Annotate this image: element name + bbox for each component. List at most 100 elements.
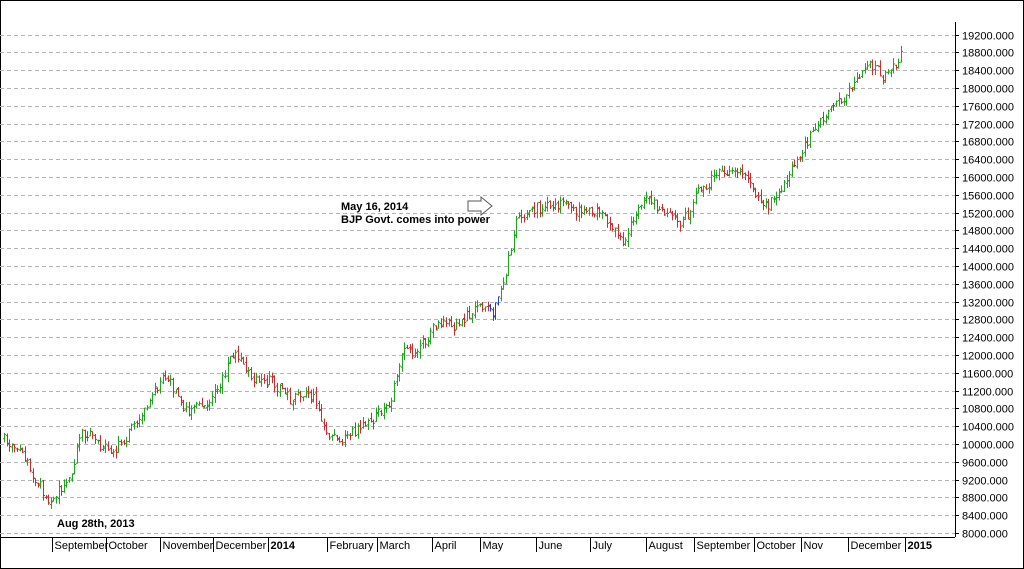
- ohlc-bar: [585, 206, 588, 214]
- y-tick-label: 8400.000: [962, 511, 1008, 523]
- ohlc-bar: [146, 405, 149, 411]
- ohlc-bar: [182, 399, 185, 412]
- ohlc-bar: [520, 209, 523, 224]
- ohlc-bar: [767, 198, 770, 215]
- ohlc-bar: [624, 237, 627, 246]
- ohlc-bar: [494, 302, 497, 320]
- ohlc-bar: [229, 355, 232, 364]
- ohlc-bar: [299, 390, 302, 403]
- ohlc-bar: [630, 216, 633, 237]
- ohlc-bar: [409, 344, 412, 353]
- ohlc-bar: [892, 58, 895, 74]
- ohlc-bar: [663, 208, 666, 216]
- ohlc-bar: [575, 206, 578, 221]
- ohlc-bar: [848, 82, 851, 99]
- ohlc-bar: [632, 216, 635, 226]
- ohlc-bar: [284, 387, 287, 395]
- ohlc-bar: [809, 130, 812, 148]
- x-tick-label: April: [435, 540, 457, 552]
- ohlc-bar: [432, 323, 435, 339]
- ohlc-bar: [684, 207, 687, 221]
- ohlc-bar: [705, 184, 708, 191]
- ohlc-bar: [523, 214, 526, 223]
- ohlc-bar: [159, 377, 162, 394]
- ohlc-bar: [721, 165, 724, 172]
- ohlc-bar: [832, 102, 835, 111]
- ohlc-bar: [328, 433, 331, 441]
- ohlc-bar: [167, 375, 170, 383]
- ohlc-bar: [702, 185, 705, 198]
- ohlc-bar: [484, 306, 487, 312]
- y-tick-label: 19200.000: [962, 31, 1014, 43]
- ohlc-bar: [325, 422, 328, 435]
- y-tick-label: 18000.000: [962, 84, 1014, 96]
- ohlc-bar: [635, 211, 638, 225]
- ohlc-bar: [710, 170, 713, 191]
- ohlc-bar: [578, 202, 581, 222]
- ohlc-bar: [476, 300, 479, 313]
- ohlc-bar: [474, 301, 477, 319]
- ohlc-bar: [884, 70, 887, 83]
- ohlc-bar: [744, 172, 747, 181]
- ohlc-bar: [546, 196, 549, 212]
- ohlc-bar: [773, 195, 776, 203]
- ohlc-bar: [679, 220, 682, 232]
- ohlc-bar: [640, 204, 643, 210]
- y-tick-label: 9200.000: [962, 476, 1008, 488]
- ohlc-bar: [489, 303, 492, 312]
- ohlc-bar: [50, 497, 53, 510]
- ohlc-bar: [156, 387, 159, 394]
- ohlc-bar: [788, 171, 791, 187]
- ohlc-bar: [695, 187, 698, 205]
- ohlc-bar: [125, 436, 128, 448]
- annotation-start-date: Aug 28th, 2013: [57, 518, 135, 530]
- ohlc-bar: [398, 363, 401, 382]
- ohlc-bar: [276, 382, 279, 397]
- ohlc-bar: [643, 196, 646, 210]
- ohlc-bar: [817, 121, 820, 133]
- ohlc-bar: [380, 409, 383, 417]
- ohlc-bar: [749, 172, 752, 189]
- ohlc-bar: [138, 414, 141, 428]
- x-tick-label: 2014: [271, 540, 296, 552]
- ohlc-bar: [219, 383, 222, 394]
- ohlc-bar: [128, 428, 131, 443]
- ohlc-bar: [266, 374, 269, 389]
- ohlc-bar: [305, 387, 308, 398]
- ohlc-bar: [320, 404, 323, 422]
- annotation-event-text: BJP Govt. comes into power: [341, 214, 491, 226]
- ohlc-bar: [580, 204, 583, 219]
- y-tick-label: 15200.000: [962, 209, 1014, 221]
- ohlc-bar: [757, 192, 760, 201]
- ohlc-bar: [593, 213, 596, 218]
- ohlc-bar: [822, 111, 825, 126]
- ohlc-bar: [497, 296, 500, 306]
- ohlc-bar: [697, 184, 700, 194]
- annotation-event-date: May 16, 2014: [341, 201, 409, 213]
- y-tick-label: 10000.000: [962, 440, 1014, 452]
- ohlc-bar: [60, 485, 63, 496]
- ohlc-bar: [216, 385, 219, 394]
- ohlc-bar: [814, 123, 817, 131]
- ohlc-bar: [318, 400, 321, 412]
- y-tick-label: 12000.000: [962, 351, 1014, 363]
- ohlc-bar: [307, 385, 310, 398]
- ohlc-bar: [450, 316, 453, 328]
- y-tick-label: 17200.000: [962, 120, 1014, 132]
- ohlc-bar: [445, 317, 448, 328]
- y-tick-label: 10400.000: [962, 422, 1014, 434]
- ohlc-bar: [424, 337, 427, 349]
- y-tick-label: 18800.000: [962, 48, 1014, 60]
- ohlc-bar: [26, 457, 29, 466]
- ohlc-bar: [55, 495, 58, 504]
- ohlc-bar: [52, 496, 55, 502]
- ohlc-bar: [162, 372, 165, 385]
- ohlc-bar: [541, 204, 544, 217]
- ohlc-bar: [344, 430, 347, 448]
- ohlc-bar: [13, 444, 16, 453]
- ohlc-bar: [411, 343, 414, 360]
- ohlc-bar: [650, 190, 653, 206]
- ohlc-bar: [526, 210, 529, 221]
- ohlc-bar: [117, 435, 120, 454]
